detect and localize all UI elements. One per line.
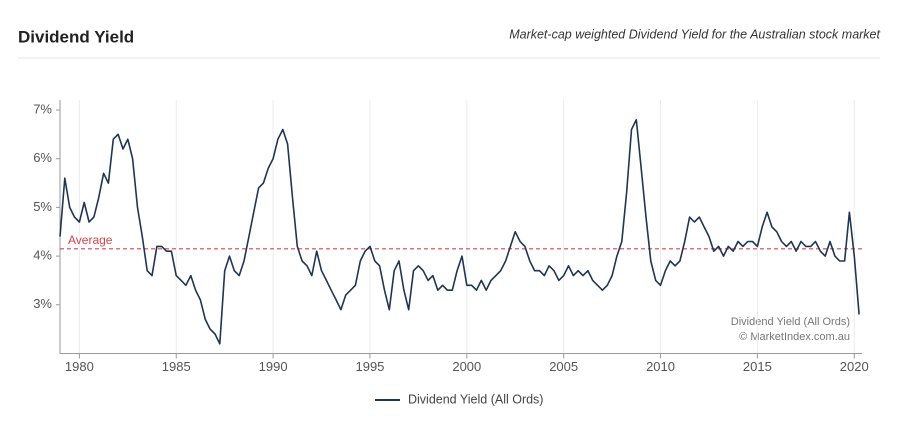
x-tick-label: 1995 <box>355 359 384 374</box>
x-tick-label: 2015 <box>743 359 772 374</box>
x-tick-label: 2010 <box>646 359 675 374</box>
chart-title: Dividend Yield <box>18 27 134 46</box>
average-label: Average <box>68 233 113 247</box>
series-line <box>59 118 860 345</box>
y-tick-label: 7% <box>33 101 52 116</box>
y-tick-label: 3% <box>33 296 52 311</box>
x-tick-label: 1980 <box>65 359 94 374</box>
x-tick-label: 2000 <box>452 359 481 374</box>
y-tick-label: 6% <box>33 150 52 165</box>
x-tick-label: 1990 <box>259 359 288 374</box>
x-tick-label: 1985 <box>162 359 191 374</box>
legend-label: Dividend Yield (All Ords) <box>408 392 543 406</box>
annotation: © MarketIndex.com.au <box>739 331 850 343</box>
annotation: Dividend Yield (All Ords) <box>731 316 850 328</box>
x-tick-label: 2005 <box>549 359 578 374</box>
y-tick-label: 5% <box>33 199 52 214</box>
chart-subtitle: Market-cap weighted Dividend Yield for t… <box>509 27 880 41</box>
y-tick-label: 4% <box>33 248 52 263</box>
x-tick-label: 2020 <box>840 359 869 374</box>
